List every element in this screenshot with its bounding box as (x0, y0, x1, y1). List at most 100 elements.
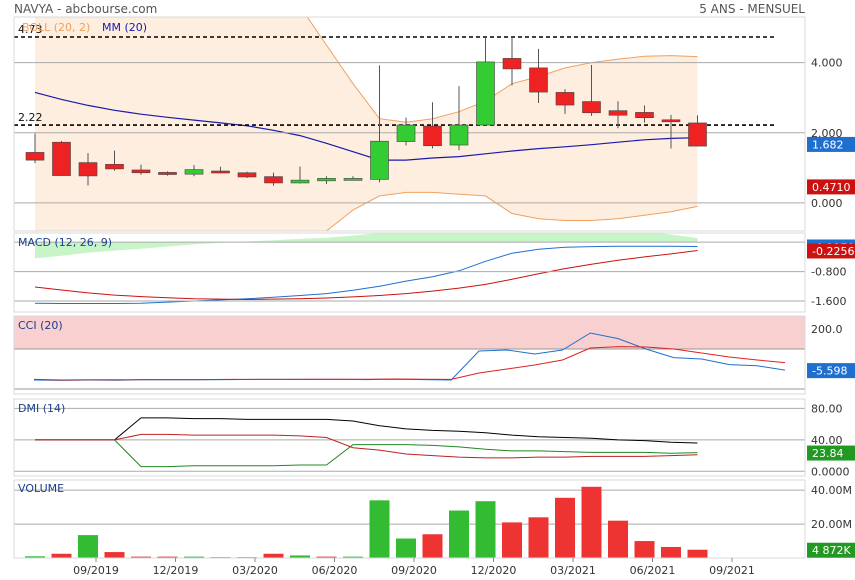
volume-bar (184, 556, 204, 558)
bollinger-band-area (35, 17, 698, 231)
dmi-tick-label: 40.00 (811, 434, 843, 447)
candle (476, 36, 495, 126)
volume-bar (502, 522, 522, 558)
legend-bollinger: BOLL (20, 2) (22, 21, 90, 34)
candle (688, 115, 707, 147)
level-label: 4.73 (18, 23, 43, 36)
candle (264, 172, 283, 186)
volume-bar (131, 556, 151, 558)
volume-bar (263, 553, 284, 558)
candle (635, 105, 654, 123)
svg-text:23.84: 23.84 (812, 447, 844, 460)
volume-tick-label: 20.00M (811, 518, 852, 531)
volume-bar (25, 556, 45, 558)
cci-tick-label: 200.0 (811, 323, 843, 336)
candle (184, 165, 204, 177)
macd-panel-frame (13, 232, 806, 313)
volume-bar (369, 500, 390, 558)
candle (343, 176, 363, 181)
volume-panel-frame (13, 479, 806, 559)
volume-tick-label: 40.00M (811, 484, 852, 497)
volume-bar (343, 556, 363, 558)
price-panel-frame (13, 16, 806, 232)
candle (449, 86, 469, 151)
x-tick-label: 09/2019 (73, 564, 119, 577)
macd-tick-label: -0.800 (811, 266, 846, 279)
candle (52, 140, 71, 176)
svg-text:0.4710: 0.4710 (812, 181, 851, 194)
volume-bar (634, 541, 655, 558)
candle (582, 65, 601, 116)
candle (237, 171, 257, 179)
cci-panel-frame (13, 315, 806, 395)
candle (25, 133, 45, 163)
macd-histogram-area (35, 233, 698, 259)
candle (211, 166, 230, 174)
legend-volume: VOLUME (18, 482, 64, 495)
volume-bar (661, 546, 681, 558)
candle (370, 65, 389, 183)
volume-bar (475, 501, 496, 558)
x-tick-label: 12/2019 (153, 564, 199, 577)
bollinger-upper-line (306, 17, 698, 123)
price-plot (34, 17, 698, 231)
macd-signal-line (34, 250, 698, 301)
x-tick-label: 03/2021 (550, 564, 596, 577)
dmi-plus-line (35, 439, 698, 468)
x-tick-label: 03/2020 (232, 564, 278, 577)
volume-bar (581, 486, 602, 558)
candle (158, 171, 177, 176)
candle (396, 117, 416, 146)
dmi-tick-label: 0.0000 (811, 465, 850, 478)
volume-bar (104, 552, 125, 558)
x-tick-label: 06/2021 (630, 564, 676, 577)
candle (317, 176, 336, 184)
level-label: 2.22 (18, 111, 43, 124)
volume-bar (422, 534, 443, 558)
dmi-minus-line (35, 433, 698, 459)
chart-period-label: 5 ANS - MENSUEL (699, 2, 805, 16)
volume-bar (78, 535, 98, 558)
candle (131, 164, 151, 175)
dmi-value-badge: 23.84 (807, 445, 855, 461)
candle (423, 102, 442, 149)
x-tick-label: 06/2020 (312, 564, 358, 577)
macd-line (34, 245, 698, 304)
legend-moving-average: MM (20) (102, 21, 147, 34)
candle (555, 89, 575, 114)
dmi-panel-frame (13, 398, 806, 477)
volume-bar (449, 510, 469, 558)
volume-bar (555, 497, 575, 558)
macd-value-badge: -0.2256 (807, 243, 855, 259)
svg-text:1.682: 1.682 (812, 138, 844, 151)
candle (661, 114, 681, 149)
volume-value-badge: 4 872K (807, 542, 855, 558)
volume-bar (51, 553, 72, 558)
price-value-badge: 1.682 (807, 136, 855, 152)
dmi-adx-line (35, 417, 698, 444)
volume-bar (396, 538, 416, 558)
svg-text:-5.598: -5.598 (812, 365, 847, 378)
candle (502, 36, 522, 86)
cci-signal-line (33, 346, 786, 381)
volume-bar (290, 555, 310, 558)
svg-text:-0.2256: -0.2256 (812, 245, 854, 258)
candle (529, 48, 548, 103)
macd-tick-label: -1.600 (811, 295, 846, 308)
legend-macd: MACD (12, 26, 9) (18, 236, 112, 249)
svg-text:4 872K: 4 872K (812, 544, 851, 557)
legend-dmi: DMI (14) (18, 402, 65, 415)
x-tick-label: 12/2020 (471, 564, 517, 577)
macd-plot (34, 233, 698, 304)
volume-bar (157, 556, 178, 558)
cci-value-badge: -5.598 (807, 363, 855, 379)
candle (608, 101, 628, 129)
cci-overbought-zone (14, 316, 805, 349)
legend-cci: CCI (20) (18, 319, 63, 332)
volume-bar (687, 549, 708, 558)
candle (105, 150, 124, 171)
candle (78, 153, 98, 186)
moving-average-line (34, 91, 698, 161)
price-tick-label: 2.000 (811, 127, 843, 140)
